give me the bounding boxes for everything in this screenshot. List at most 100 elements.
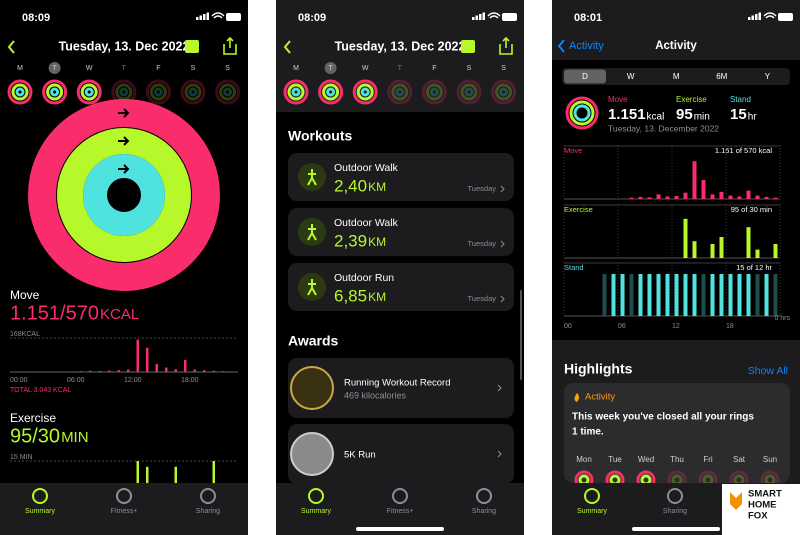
activity-ring xyxy=(119,87,129,97)
tab-icon xyxy=(200,488,216,504)
weekday: T xyxy=(52,65,57,72)
tab-label[interactable]: Sharing xyxy=(472,508,496,515)
workout-card[interactable] xyxy=(288,153,514,201)
hour-bar xyxy=(155,363,158,372)
hour-bar xyxy=(79,371,82,372)
chevron xyxy=(500,240,505,248)
hour-bar xyxy=(746,227,751,258)
signal-bar xyxy=(748,17,751,20)
back-chevron xyxy=(557,39,565,53)
segment[interactable]: W xyxy=(627,72,635,81)
segment-selected xyxy=(564,69,606,84)
section-title: Highlights xyxy=(564,361,633,377)
award-card[interactable] xyxy=(288,358,514,418)
workout-card[interactable] xyxy=(288,263,514,311)
share-icon[interactable] xyxy=(223,36,237,55)
card-title: Activity xyxy=(585,392,615,403)
chart-scale: 15 MIN xyxy=(10,454,33,461)
date-title: Tuesday, 13. Dec 2022 xyxy=(335,39,466,53)
tab-label[interactable]: Sharing xyxy=(196,508,220,515)
activity-ring xyxy=(50,87,60,97)
activity-ring xyxy=(425,83,443,101)
hour-bar xyxy=(193,369,196,372)
metric-label: Move xyxy=(10,288,40,302)
day-label: Fri xyxy=(703,455,713,464)
day-label: Sun xyxy=(763,455,777,464)
hour-bar xyxy=(755,249,760,258)
hour-bar xyxy=(638,196,643,199)
hour-bar xyxy=(764,274,769,316)
card-text: This week you've closed all your rings xyxy=(572,412,754,423)
activity-ring xyxy=(360,87,370,97)
award-card[interactable] xyxy=(288,424,514,484)
segment[interactable]: 6M xyxy=(716,72,727,81)
stand-hour-bg xyxy=(755,274,760,316)
hour-bar xyxy=(136,339,139,372)
hour-bar xyxy=(638,274,643,316)
show-all[interactable]: Show All xyxy=(748,365,788,377)
tab-label[interactable]: Summary xyxy=(301,508,331,515)
activity-ring xyxy=(46,83,64,101)
calendar-icon[interactable] xyxy=(461,40,475,53)
tab-label[interactable]: Sharing xyxy=(663,508,687,515)
share-icon[interactable] xyxy=(499,36,513,55)
workout-day: Tuesday xyxy=(468,184,497,193)
hour-bar xyxy=(108,370,111,372)
tab-label[interactable]: Fitness+ xyxy=(387,508,414,515)
metric-unit: MIN xyxy=(61,429,89,446)
section-title: Awards xyxy=(288,333,339,349)
weekday: T xyxy=(398,65,403,72)
hour-bar xyxy=(710,244,715,258)
activity-ring xyxy=(180,79,206,105)
weekday: W xyxy=(86,65,93,72)
x-label: 12:00 xyxy=(124,377,142,384)
activity-ring xyxy=(565,96,599,130)
summary-unit: min xyxy=(694,112,710,123)
x-label: 18 xyxy=(726,323,734,330)
status-time: 08:09 xyxy=(298,12,326,24)
activity-ring xyxy=(219,83,237,101)
back-button[interactable]: Activity xyxy=(569,40,604,52)
activity-ring xyxy=(395,87,405,97)
hour-bar xyxy=(773,244,778,258)
activity-ring xyxy=(291,87,301,97)
ring-arrow xyxy=(118,136,130,146)
hour-bar xyxy=(692,274,697,316)
highlight-card[interactable] xyxy=(564,383,790,483)
battery xyxy=(226,13,241,21)
award-name: 5K Run xyxy=(344,450,376,461)
activity-ring xyxy=(153,87,163,97)
segment[interactable]: M xyxy=(673,72,680,81)
logo-text: HOME xyxy=(748,500,777,511)
segment[interactable]: Y xyxy=(765,72,771,81)
hour-bar xyxy=(665,274,670,316)
chevron xyxy=(500,295,505,303)
hour-bar xyxy=(98,370,101,372)
segment[interactable]: D xyxy=(582,72,588,81)
section-title: Workouts xyxy=(288,128,353,144)
hour-bar xyxy=(710,274,715,316)
summary-date: Tuesday, 13. December 2022 xyxy=(608,123,719,133)
tab-label[interactable]: Fitness+ xyxy=(111,508,138,515)
activity-ring xyxy=(283,79,309,105)
hour-bar xyxy=(165,367,168,372)
hour-bar xyxy=(746,190,751,199)
signal-bar xyxy=(196,17,199,20)
back-chevron[interactable] xyxy=(283,40,291,54)
signal-bar xyxy=(475,15,478,20)
workout-card[interactable] xyxy=(288,208,514,256)
hour-bar xyxy=(728,195,733,199)
activity-ring xyxy=(115,83,133,101)
activity-ring xyxy=(352,79,378,105)
chart-goal: 1.151 of 570 kcal xyxy=(715,146,772,155)
tab-icon xyxy=(667,488,683,504)
tab-label[interactable]: Summary xyxy=(25,508,55,515)
hour-bar xyxy=(737,274,742,316)
day-label: Wed xyxy=(638,455,654,464)
walker-figure xyxy=(307,169,317,186)
tab-label[interactable]: Summary xyxy=(577,508,607,515)
battery xyxy=(502,13,517,21)
x-label: 06:00 xyxy=(67,377,85,384)
calendar-icon[interactable] xyxy=(185,40,199,53)
back-chevron[interactable] xyxy=(7,40,15,54)
